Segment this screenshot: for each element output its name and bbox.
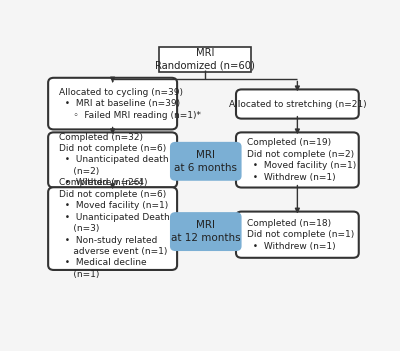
- FancyBboxPatch shape: [236, 212, 359, 258]
- FancyBboxPatch shape: [48, 78, 177, 130]
- Text: MRI
at 6 months: MRI at 6 months: [174, 150, 237, 173]
- Text: Allocated to cycling (n=39)
  •  MRI at baseline (n=39)
     ◦  Failed MRI readi: Allocated to cycling (n=39) • MRI at bas…: [59, 88, 201, 120]
- Text: Completed (n=32)
Did not complete (n=6)
  •  Unanticipated death
     (n=2)
  • : Completed (n=32) Did not complete (n=6) …: [59, 133, 169, 187]
- Text: Completed (n=19)
Did not complete (n=2)
  •  Moved facility (n=1)
  •  Withdrew : Completed (n=19) Did not complete (n=2) …: [247, 138, 356, 181]
- Text: Allocated to stretching (n=21): Allocated to stretching (n=21): [228, 100, 366, 108]
- FancyBboxPatch shape: [170, 142, 242, 181]
- FancyBboxPatch shape: [170, 212, 242, 251]
- Text: MRI
at 12 months: MRI at 12 months: [171, 220, 240, 243]
- FancyBboxPatch shape: [48, 132, 177, 187]
- FancyBboxPatch shape: [48, 187, 177, 270]
- FancyBboxPatch shape: [158, 47, 252, 72]
- FancyBboxPatch shape: [236, 90, 359, 119]
- Text: Completed (n=26)
Did not complete (n=6)
  •  Moved facility (n=1)
  •  Unanticip: Completed (n=26) Did not complete (n=6) …: [59, 178, 170, 279]
- Text: Completed (n=18)
Did not complete (n=1)
  •  Withdrew (n=1): Completed (n=18) Did not complete (n=1) …: [247, 219, 354, 251]
- FancyBboxPatch shape: [236, 132, 359, 187]
- Text: MRI
Randomized (n=60): MRI Randomized (n=60): [155, 48, 255, 71]
